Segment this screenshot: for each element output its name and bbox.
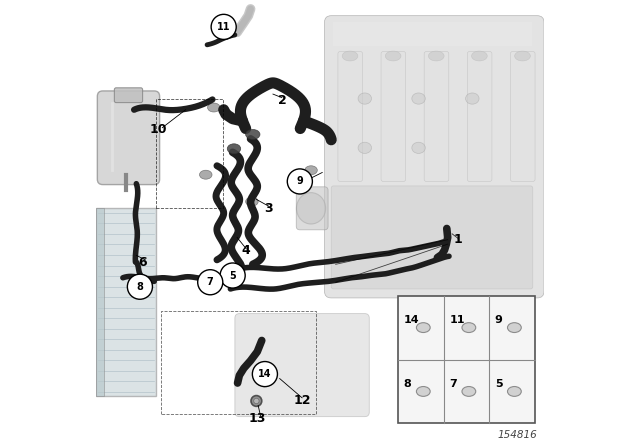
Ellipse shape <box>342 51 358 61</box>
Ellipse shape <box>412 142 426 153</box>
FancyBboxPatch shape <box>424 52 449 181</box>
FancyBboxPatch shape <box>97 91 159 185</box>
Text: 10: 10 <box>150 123 168 137</box>
Ellipse shape <box>385 51 401 61</box>
FancyBboxPatch shape <box>511 52 535 181</box>
Ellipse shape <box>465 93 479 104</box>
Ellipse shape <box>508 387 522 396</box>
Ellipse shape <box>207 103 220 112</box>
Text: 13: 13 <box>248 412 266 426</box>
Ellipse shape <box>417 387 430 396</box>
Text: 2: 2 <box>278 94 286 108</box>
Text: 14: 14 <box>404 314 419 325</box>
Text: 7: 7 <box>449 379 457 388</box>
Text: 9: 9 <box>495 314 503 325</box>
FancyBboxPatch shape <box>324 16 544 298</box>
Ellipse shape <box>358 93 372 104</box>
FancyBboxPatch shape <box>381 52 406 181</box>
Text: 9: 9 <box>296 177 303 186</box>
FancyBboxPatch shape <box>332 186 533 289</box>
Text: 12: 12 <box>293 394 311 408</box>
Ellipse shape <box>412 93 426 104</box>
Ellipse shape <box>246 197 258 206</box>
Ellipse shape <box>462 387 476 396</box>
Ellipse shape <box>227 144 241 154</box>
Polygon shape <box>333 22 531 45</box>
Text: 5: 5 <box>495 379 502 388</box>
Text: 154816: 154816 <box>497 430 538 440</box>
Text: 6: 6 <box>139 255 147 269</box>
Circle shape <box>220 263 245 288</box>
Text: 14: 14 <box>258 369 271 379</box>
Bar <box>398 296 535 423</box>
Ellipse shape <box>428 51 444 61</box>
Text: 7: 7 <box>207 277 214 287</box>
Ellipse shape <box>296 193 326 224</box>
Ellipse shape <box>417 323 430 332</box>
Circle shape <box>252 362 278 387</box>
Circle shape <box>198 270 223 295</box>
Text: 3: 3 <box>264 202 273 215</box>
Ellipse shape <box>200 170 212 179</box>
Ellipse shape <box>305 166 317 175</box>
Text: 11: 11 <box>217 22 230 32</box>
FancyBboxPatch shape <box>296 187 328 230</box>
Circle shape <box>253 398 259 404</box>
Ellipse shape <box>246 129 260 139</box>
Text: 8: 8 <box>136 282 143 292</box>
FancyBboxPatch shape <box>235 314 369 417</box>
Circle shape <box>287 169 312 194</box>
FancyBboxPatch shape <box>96 208 157 396</box>
Ellipse shape <box>220 273 232 282</box>
Circle shape <box>127 274 152 299</box>
Text: 5: 5 <box>229 271 236 280</box>
Ellipse shape <box>508 323 522 332</box>
Circle shape <box>251 396 262 406</box>
Text: 8: 8 <box>404 379 412 388</box>
Ellipse shape <box>472 51 487 61</box>
FancyBboxPatch shape <box>115 88 143 103</box>
FancyBboxPatch shape <box>338 52 363 181</box>
Text: 1: 1 <box>454 233 462 246</box>
Ellipse shape <box>462 323 476 332</box>
FancyBboxPatch shape <box>467 52 492 181</box>
FancyBboxPatch shape <box>96 208 104 396</box>
Text: 4: 4 <box>242 244 250 258</box>
Ellipse shape <box>515 51 531 61</box>
Circle shape <box>211 14 236 39</box>
Ellipse shape <box>358 142 372 153</box>
Text: 11: 11 <box>449 314 465 325</box>
